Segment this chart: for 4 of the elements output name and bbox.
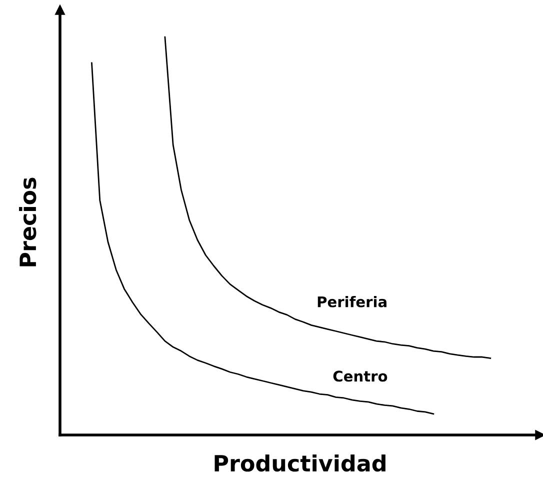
y-axis-title: Precios [19,178,36,266]
series-label: Centro [333,370,388,382]
x-axis-title: Productividad [214,454,386,472]
series-label: Periferia [318,296,386,308]
